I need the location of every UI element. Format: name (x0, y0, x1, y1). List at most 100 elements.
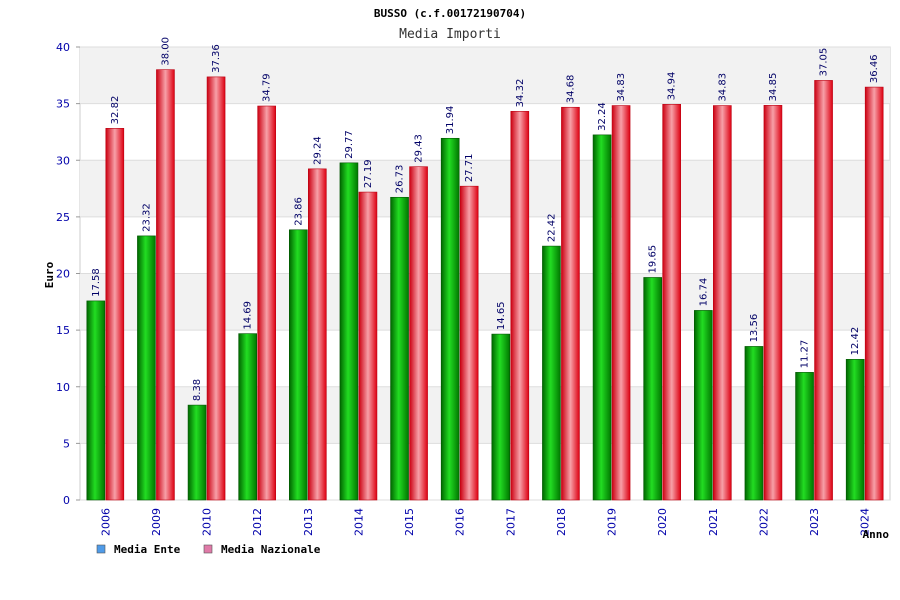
value-label: 31.94 (445, 106, 456, 135)
chart-title: BUSSO (c.f.00172190704) (374, 7, 526, 20)
value-label: 34.85 (768, 73, 779, 102)
bar-media-ente-2016 (440, 137, 460, 501)
value-label: 11.27 (800, 340, 811, 369)
bar-media-nazionale-2023 (814, 80, 833, 501)
bar-media-ente-2021 (694, 310, 713, 501)
value-label: 34.79 (262, 73, 273, 102)
x-tick-label: 2014 (352, 508, 365, 536)
x-tick-label: 2006 (99, 508, 112, 536)
value-label: 34.94 (667, 72, 678, 101)
value-label: 12.42 (850, 327, 861, 356)
x-tick-label: 2021 (707, 508, 720, 536)
value-label: 13.56 (749, 314, 760, 343)
bar-media-ente-2018 (542, 245, 561, 501)
bar-media-ente-2024 (845, 359, 865, 501)
x-axis-ticks: 2006 2009 2010 2012 2013 2014 2015 2016 2017 2018… (99, 508, 871, 536)
y-tick-label: 15 (56, 324, 70, 337)
legend: Media Ente Media Nazionale (96, 543, 321, 556)
bar-media-nazionale-2012 (257, 105, 276, 501)
bar-media-ente-2020 (643, 277, 662, 501)
value-label: 17.58 (91, 268, 102, 297)
bar-media-nazionale-2024 (864, 86, 884, 501)
value-label: 34.68 (565, 75, 576, 104)
legend-label: Media Nazionale (221, 543, 321, 556)
x-axis-label: Anno (863, 528, 890, 541)
x-tick-label: 2009 (150, 508, 163, 536)
bars (86, 69, 884, 501)
value-label: 14.65 (496, 301, 507, 330)
legend-swatch (96, 544, 106, 554)
y-tick-label: 20 (56, 268, 70, 281)
value-label: 23.32 (141, 203, 152, 232)
value-label: 19.65 (648, 245, 659, 274)
bar-media-nazionale-2017 (510, 111, 530, 501)
y-axis-label: Euro (43, 261, 56, 288)
value-label: 27.19 (363, 159, 374, 188)
x-tick-label: 2018 (555, 508, 568, 536)
value-label: 32.82 (110, 96, 121, 125)
value-label: 32.24 (597, 102, 608, 131)
y-tick-label: 40 (56, 41, 70, 54)
value-label: 8.38 (192, 379, 203, 401)
x-tick-label: 2024 (859, 508, 872, 536)
bar-media-nazionale-2022 (763, 105, 783, 501)
x-tick-label: 2020 (656, 508, 669, 536)
legend-label: Media Ente (114, 543, 181, 556)
value-label: 36.46 (869, 54, 880, 83)
value-label: 27.71 (464, 154, 475, 183)
bar-media-nazionale-2019 (611, 105, 631, 501)
chart-subtitle: Media Importi (399, 27, 501, 42)
y-tick-label: 25 (56, 211, 70, 224)
legend-swatch (203, 544, 213, 554)
value-labels: 17.58 32.82 23.32 38.00 8.38 37.36 14.69 34.79 2… (91, 37, 880, 401)
value-label: 34.83 (616, 73, 627, 102)
bar-media-ente-2013 (289, 229, 308, 501)
value-label: 23.86 (293, 197, 304, 226)
x-tick-label: 2017 (504, 508, 517, 536)
x-tick-label: 2015 (403, 508, 416, 536)
bar-media-ente-2014 (339, 162, 359, 501)
y-tick-label: 10 (56, 381, 70, 394)
bar-media-nazionale-2020 (662, 104, 681, 501)
x-tick-label: 2023 (808, 508, 821, 536)
value-label: 14.69 (243, 301, 254, 330)
value-label: 34.32 (515, 79, 526, 108)
value-label: 38.00 (160, 37, 171, 66)
y-axis-ticks: 0 5 10 15 20 25 30 35 40 (56, 41, 80, 507)
value-label: 29.43 (414, 134, 425, 163)
y-tick-label: 5 (63, 437, 70, 450)
value-label: 26.73 (395, 165, 406, 194)
y-tick-label: 35 (56, 98, 70, 111)
bar-media-ente-2006 (86, 300, 106, 501)
value-label: 37.05 (819, 48, 830, 77)
bar-media-ente-2015 (390, 196, 409, 501)
bar-media-nazionale-2010 (206, 76, 226, 501)
bar-media-ente-2010 (187, 404, 207, 501)
bar-media-nazionale-2006 (105, 128, 125, 501)
bar-media-nazionale-2009 (156, 69, 175, 501)
bar-media-ente-2023 (795, 372, 814, 501)
bar-media-ente-2022 (744, 346, 764, 501)
y-tick-label: 30 (56, 154, 70, 167)
x-tick-label: 2022 (757, 508, 770, 536)
bar-media-nazionale-2015 (409, 166, 428, 501)
x-tick-label: 2013 (302, 508, 315, 536)
x-tick-label: 2016 (454, 508, 467, 536)
bar-media-ente-2019 (592, 134, 612, 501)
value-label: 29.77 (344, 130, 355, 159)
bar-media-nazionale-2018 (561, 106, 580, 501)
value-label: 22.42 (546, 213, 557, 242)
x-tick-label: 2019 (606, 508, 619, 536)
bar-media-ente-2009 (137, 235, 156, 501)
x-tick-label: 2012 (251, 508, 264, 536)
bar-media-nazionale-2021 (713, 105, 732, 501)
x-tick-label: 2010 (201, 508, 214, 536)
value-label: 16.74 (698, 278, 709, 307)
bar-media-nazionale-2016 (459, 185, 479, 501)
bar-media-ente-2017 (491, 333, 511, 501)
value-label: 29.24 (312, 136, 323, 165)
value-label: 37.36 (211, 44, 222, 73)
bar-media-nazionale-2013 (308, 168, 327, 501)
value-label: 34.83 (717, 73, 728, 102)
